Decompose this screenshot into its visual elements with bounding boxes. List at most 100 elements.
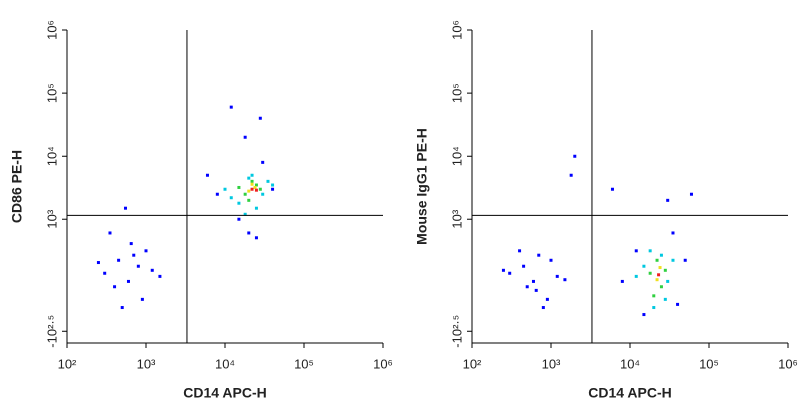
event-dot <box>541 306 545 310</box>
x-tick-label: 10³ <box>542 356 561 371</box>
event-dot <box>237 217 241 221</box>
event-dot <box>658 266 662 270</box>
event-dot <box>243 212 247 216</box>
event-dot <box>258 116 262 120</box>
event-dot <box>132 253 136 257</box>
event-dot <box>126 279 130 283</box>
x-tick-label: 10⁵ <box>294 356 314 371</box>
event-dot <box>247 231 251 235</box>
event-dot <box>247 189 251 193</box>
event-dot <box>659 253 663 257</box>
event-dot <box>518 249 522 253</box>
event-dot <box>120 306 124 310</box>
event-dot <box>237 201 241 205</box>
event-dot <box>247 176 251 180</box>
event-dot <box>569 173 573 177</box>
y-tick-label: 10⁴ <box>449 146 464 166</box>
event-dot <box>250 179 254 183</box>
event-dot <box>537 253 541 257</box>
event-dot <box>657 273 661 277</box>
y-tick-label: 10⁵ <box>449 83 464 103</box>
event-dot <box>271 183 275 187</box>
event-dot <box>229 105 233 109</box>
event-dot <box>253 185 257 189</box>
event-dot <box>663 268 667 272</box>
x-tick-label: 10⁶ <box>373 356 393 371</box>
x-tick-label: 10² <box>463 356 482 371</box>
event-dot <box>652 306 656 310</box>
event-dot <box>642 264 646 268</box>
x-tick-label: 10⁶ <box>778 356 798 371</box>
event-dot <box>659 285 663 289</box>
event-dot <box>129 242 133 246</box>
event-dot <box>666 198 670 202</box>
event-dot <box>663 297 667 301</box>
event-dot <box>237 185 241 189</box>
event-dot <box>634 249 638 253</box>
event-dot <box>258 187 262 191</box>
y-axis-label: Mouse IgG1 PE-H <box>414 128 430 245</box>
event-dot <box>522 264 526 268</box>
event-dot <box>205 173 209 177</box>
x-axis-label: CD14 APC-H <box>183 385 267 401</box>
y-tick-label: 10³ <box>449 209 464 228</box>
x-tick-label: 10⁴ <box>620 356 640 371</box>
event-dot <box>271 187 275 191</box>
event-dot <box>123 206 127 210</box>
y-tick-label: -10²·⁵ <box>44 315 59 348</box>
event-dot <box>223 187 227 191</box>
event-dot <box>108 231 112 235</box>
event-dot <box>250 187 254 191</box>
event-dot <box>508 271 512 275</box>
event-dot <box>563 278 567 282</box>
event-dot <box>549 258 553 262</box>
event-dot <box>655 278 659 282</box>
event-dot <box>144 249 148 253</box>
event-dot <box>215 192 219 196</box>
event-dot <box>652 294 656 298</box>
x-tick-label: 10² <box>58 356 77 371</box>
event-dot <box>243 192 247 196</box>
event-dot <box>525 285 529 289</box>
event-dot <box>671 258 675 262</box>
event-dot <box>254 188 258 192</box>
event-dot <box>642 313 646 317</box>
event-dot <box>648 271 652 275</box>
x-tick-label: 10³ <box>137 356 156 371</box>
y-axis-label: CD86 PE-H <box>9 150 25 223</box>
event-dot <box>247 198 251 202</box>
event-dot <box>676 302 680 306</box>
y-tick-label: 10⁶ <box>449 20 464 40</box>
x-axis-label: CD14 APC-H <box>588 385 672 401</box>
y-tick-label: 10⁵ <box>44 83 59 103</box>
event-dot <box>655 258 659 262</box>
event-dot <box>250 173 254 177</box>
y-tick-label: 10³ <box>44 209 59 228</box>
event-dot <box>620 279 624 283</box>
y-tick-label: -10²·⁵ <box>449 315 464 348</box>
y-tick-label: 10⁶ <box>44 20 59 40</box>
event-dot <box>261 160 265 164</box>
event-dot <box>534 288 538 292</box>
event-dot <box>610 187 614 191</box>
event-dot <box>501 268 505 272</box>
event-dot <box>666 279 670 283</box>
event-dot <box>683 258 687 262</box>
event-dot <box>545 297 549 301</box>
event-dot <box>96 261 100 265</box>
event-dot <box>555 274 559 278</box>
event-dot <box>136 264 140 268</box>
event-dot <box>103 271 107 275</box>
event-dot <box>150 268 154 272</box>
x-tick-label: 10⁴ <box>215 356 235 371</box>
event-dot <box>531 279 535 283</box>
x-tick-label: 10⁵ <box>699 356 719 371</box>
event-dot <box>113 285 117 289</box>
event-dot <box>648 249 652 253</box>
event-dot <box>117 258 121 262</box>
event-dot <box>158 274 162 278</box>
event-dot <box>254 183 258 187</box>
event-dot <box>266 179 270 183</box>
event-dot <box>689 192 693 196</box>
